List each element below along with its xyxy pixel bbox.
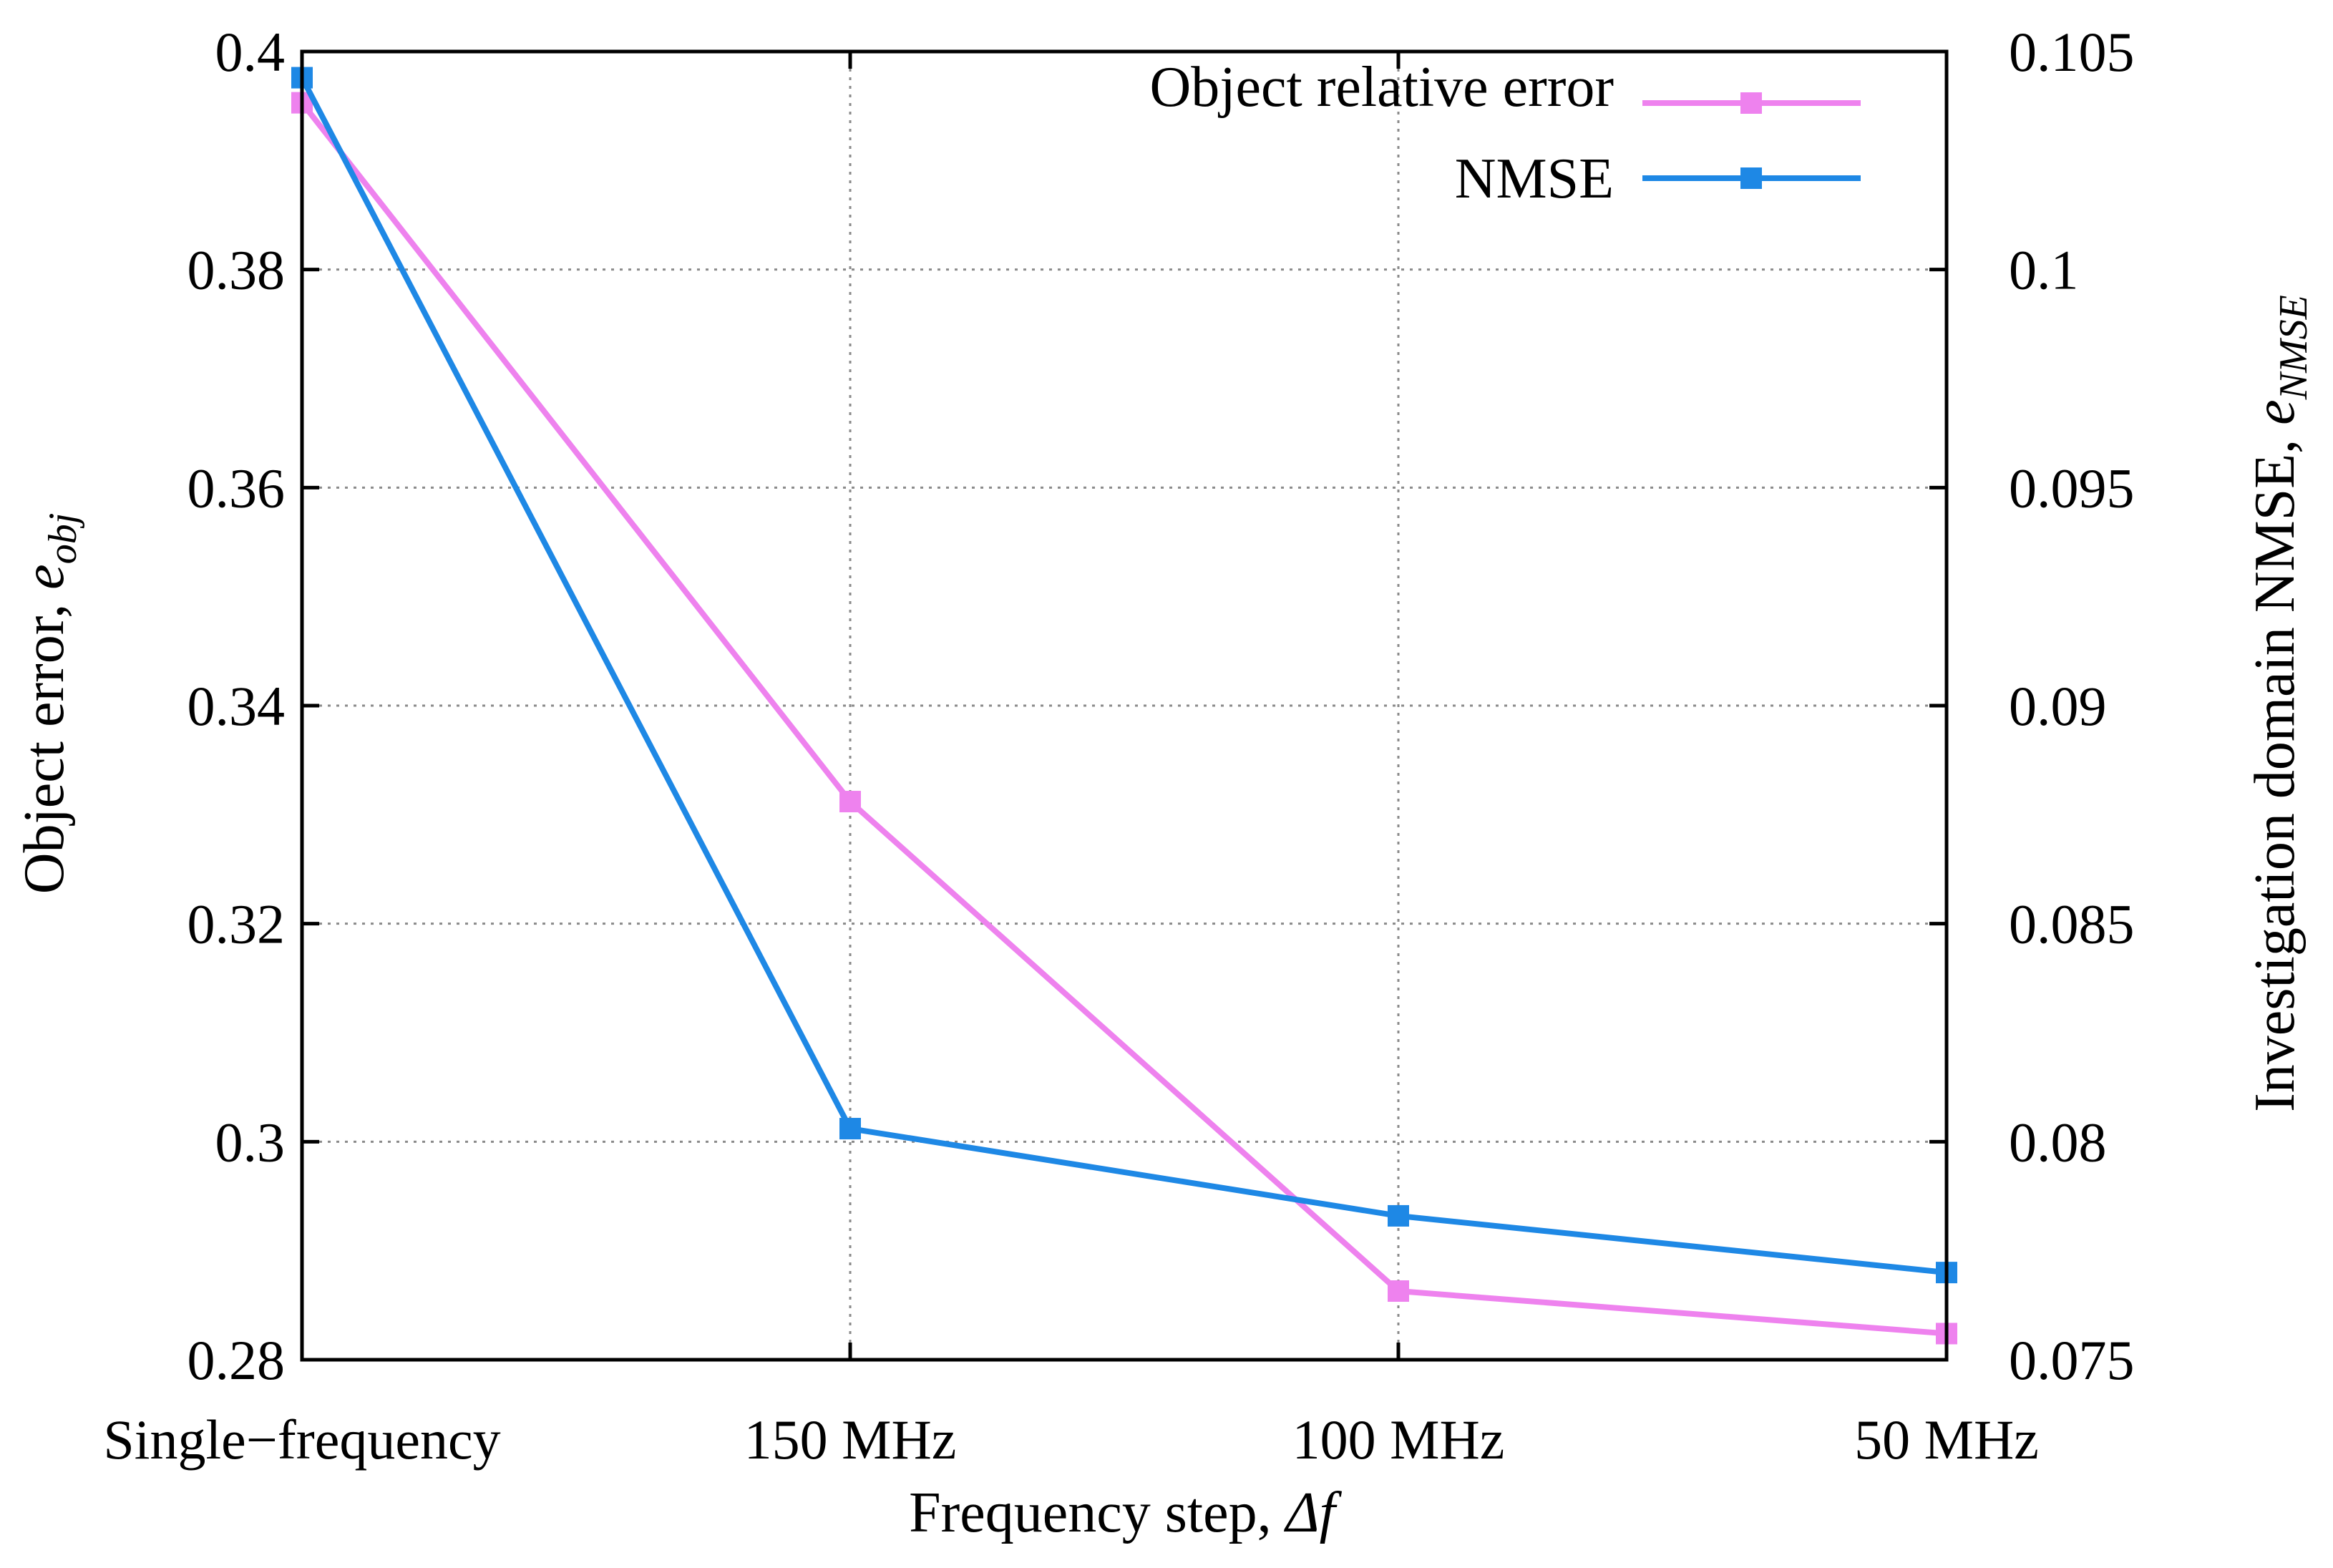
series-line-object-relative-error xyxy=(299,101,1947,1337)
tick-labels: 0.28 0.3 0.32 0.34 0.36 0.38 0.4 0.075 0.08 0.085… xyxy=(103,21,2134,1471)
y-right-tick-label: 0.095 xyxy=(2009,457,2135,519)
data-point-nmse xyxy=(1388,1204,1409,1227)
y-right-tick-label: 0.09 xyxy=(2009,675,2107,737)
data-point-object-relative-error xyxy=(1388,1280,1409,1302)
x-tick-label: Single−frequency xyxy=(103,1408,500,1471)
y-left-tick-label: 0.3 xyxy=(215,1111,286,1173)
series-layer xyxy=(291,67,1957,1345)
x-tick-label: 150 MHz xyxy=(744,1408,957,1471)
y-left-tick-label: 0.34 xyxy=(187,675,286,737)
x-axis-label: Frequency step, Δf xyxy=(909,1481,1342,1544)
axis-ticks xyxy=(300,49,1949,1362)
grid-lines xyxy=(302,52,1947,1360)
legend: Object relative error NMSE xyxy=(1149,56,1861,210)
data-point-nmse xyxy=(839,1118,861,1140)
y-axis-label-left: Object error, eobj xyxy=(13,513,85,895)
legend-marker-nmse xyxy=(1740,167,1762,189)
y-left-tick-label: 0.38 xyxy=(187,239,286,301)
y-right-tick-label: 0.075 xyxy=(2009,1329,2135,1391)
y-left-tick-label: 0.32 xyxy=(187,893,286,955)
y-left-tick-label: 0.4 xyxy=(215,21,286,83)
data-point-object-relative-error xyxy=(839,791,861,813)
y-right-tick-label: 0.1 xyxy=(2009,239,2079,301)
x-tick-label: 100 MHz xyxy=(1292,1408,1505,1471)
legend-label-object-relative-error: Object relative error xyxy=(1149,56,1614,119)
y-right-tick-label: 0.105 xyxy=(2009,21,2135,83)
y-right-tick-label: 0.085 xyxy=(2009,893,2135,955)
plot-frame xyxy=(300,49,1949,1362)
y-axis-label-right: Investigation domain NMSE, eNMSE xyxy=(2244,295,2316,1112)
y-right-tick-label: 0.08 xyxy=(2009,1111,2107,1173)
x-tick-label: 50 MHz xyxy=(1854,1408,2039,1471)
legend-marker-object-relative-error xyxy=(1740,92,1762,114)
series-line-nmse xyxy=(299,76,1947,1276)
y-left-tick-label: 0.36 xyxy=(187,457,286,519)
y-left-tick-label: 0.28 xyxy=(187,1329,286,1391)
legend-label-nmse: NMSE xyxy=(1455,147,1614,210)
